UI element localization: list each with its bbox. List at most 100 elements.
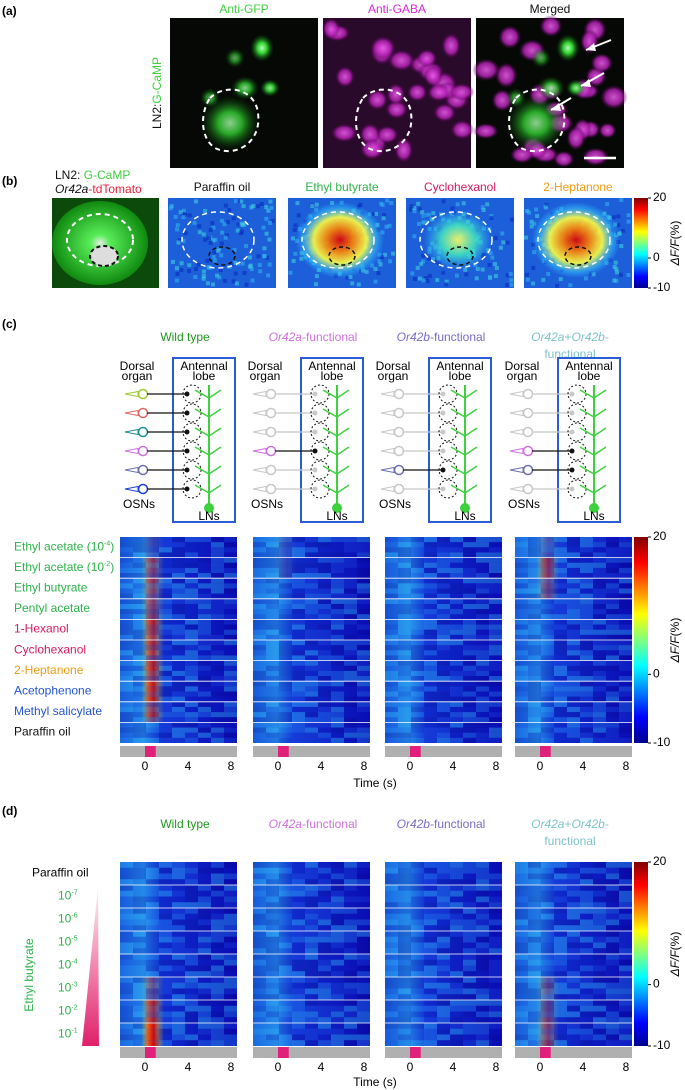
- heatmap-noise: [450, 896, 463, 903]
- cell: [386, 83, 406, 106]
- heatmap-noise: [146, 873, 159, 880]
- heatmap-noise: [279, 925, 292, 931]
- heatmap-noise: [398, 629, 411, 635]
- heatmap-noise: [133, 954, 146, 960]
- heatmap-noise: [318, 567, 331, 574]
- heatmap-noise: [159, 645, 172, 651]
- heatmap-response: [141, 598, 164, 604]
- heatmap-noise: [489, 867, 502, 874]
- heatmap-noise: [224, 660, 237, 666]
- heatmap-noise: [344, 988, 357, 995]
- heatmap-noise: [554, 696, 567, 702]
- time-tick-label: 8: [623, 759, 630, 773]
- heatmap-noise: [120, 537, 133, 543]
- heatmap-noise: [305, 665, 318, 671]
- heatmap-noise: [211, 722, 224, 728]
- stim-pulse: [145, 746, 156, 757]
- heatmap-noise: [528, 537, 541, 543]
- heatmap-noise: [159, 1005, 172, 1012]
- genotype-title-part: Or42a: [531, 330, 565, 344]
- heatmap-noise: [528, 624, 541, 630]
- heatmap-noise: [411, 624, 424, 630]
- osn-body: [393, 426, 405, 438]
- sensillum: [380, 428, 395, 436]
- heatmap-noise: [120, 988, 133, 995]
- noise: [212, 250, 217, 255]
- heatmap-response: [141, 1000, 164, 1006]
- heatmap-noise: [357, 1034, 370, 1041]
- noise: [175, 227, 180, 232]
- noise: [424, 276, 429, 281]
- heatmap-noise: [593, 691, 606, 697]
- noise: [269, 205, 274, 210]
- heatmap-noise: [515, 691, 528, 697]
- heatmap-noise: [159, 578, 172, 584]
- heatmap-noise: [331, 925, 344, 931]
- heatmap-noise: [411, 959, 424, 966]
- heatmap-noise: [357, 936, 370, 943]
- heatmap-noise: [437, 629, 450, 635]
- ln-branch: [450, 484, 466, 494]
- diagram-label-part: OSNs: [379, 497, 411, 511]
- heatmap-noise: [476, 634, 489, 640]
- ln-branch: [593, 446, 607, 456]
- heatmap-noise: [198, 552, 211, 558]
- heatmap-noise: [437, 676, 450, 682]
- heatmap-noise: [224, 552, 237, 558]
- diagram-label-part: lobe: [193, 369, 216, 383]
- heatmap-noise: [593, 609, 606, 615]
- genotype-title-part: Or42b: [397, 330, 431, 344]
- heatmap-noise: [437, 982, 450, 989]
- noise: [197, 224, 202, 229]
- heatmap-response: [141, 573, 164, 579]
- heatmap-noise: [580, 712, 593, 718]
- heatmap-noise: [424, 696, 437, 702]
- ln-branch: [450, 427, 466, 437]
- heatmap-noise: [198, 977, 211, 983]
- heatmap-noise: [266, 670, 279, 677]
- heatmap-noise: [450, 1034, 463, 1041]
- heatmap-noise: [476, 948, 489, 954]
- heatmap-noise: [120, 879, 133, 885]
- heatmap-noise: [292, 1011, 305, 1018]
- heatmap-noise: [528, 737, 541, 743]
- heatmap-noise: [159, 919, 172, 926]
- heatmap-noise: [266, 925, 279, 931]
- heatmap-noise: [606, 547, 619, 553]
- noise: [242, 271, 247, 276]
- panel-label: (b): [2, 174, 17, 188]
- heatmap-noise: [344, 896, 357, 903]
- heatmap-noise: [159, 1017, 172, 1023]
- heatmap-noise: [398, 573, 411, 579]
- heatmap-noise: [198, 542, 211, 548]
- heatmap-noise: [411, 691, 424, 697]
- heatmap-noise: [541, 879, 554, 885]
- heatmap-noise: [606, 691, 619, 697]
- colorbar-tick-label: 0: [653, 977, 660, 991]
- heatmap-noise: [172, 931, 185, 937]
- heatmap-noise: [398, 619, 411, 625]
- heatmap-noise: [476, 737, 489, 743]
- heatmap-noise: [593, 965, 606, 972]
- heatmap-noise: [172, 977, 185, 983]
- heatmap-noise: [253, 573, 266, 579]
- heatmap-response: [536, 578, 559, 584]
- heatmap-noise: [411, 896, 424, 903]
- heatmap-noise: [606, 552, 619, 558]
- heatmap-noise: [424, 902, 437, 908]
- heatmap-noise: [619, 665, 632, 671]
- heatmap-noise: [159, 896, 172, 903]
- heatmap-noise: [528, 696, 541, 702]
- heatmap-noise: [463, 681, 476, 687]
- heatmap-noise: [463, 959, 476, 966]
- heatmap-noise: [318, 896, 331, 903]
- colorbar-tick-label-part: -10: [653, 280, 671, 294]
- heatmap-noise: [463, 948, 476, 954]
- heatmap-noise: [515, 670, 528, 677]
- heatmap-noise: [159, 660, 172, 666]
- heatmap-noise: [398, 676, 411, 682]
- heatmap-noise: [489, 573, 502, 579]
- heatmap-noise: [172, 936, 185, 943]
- time-tick-label: 4: [580, 1060, 587, 1074]
- heatmap-noise: [554, 971, 567, 977]
